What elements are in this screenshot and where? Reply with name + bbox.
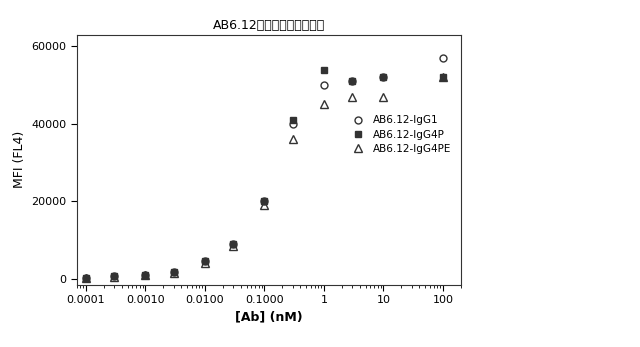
AB6.12-IgG4PE [201, 261, 209, 265]
AB6.12-IgG4PE [439, 75, 447, 79]
AB6.12-IgG1 [380, 75, 387, 79]
AB6.12-IgG4PE [170, 270, 178, 274]
AB6.12-IgG4PE [289, 137, 297, 141]
Line: AB6.12-IgG4P: AB6.12-IgG4P [83, 66, 446, 281]
AB6.12-IgG1 [320, 83, 328, 87]
Line: AB6.12-IgG4PE: AB6.12-IgG4PE [82, 73, 447, 282]
AB6.12-IgG1 [439, 56, 447, 60]
AB6.12-IgG4P [170, 270, 178, 274]
AB6.12-IgG4P [380, 75, 387, 79]
AB6.12-IgG4PE [230, 244, 237, 248]
Line: AB6.12-IgG1: AB6.12-IgG1 [83, 54, 446, 281]
AB6.12-IgG1 [260, 199, 268, 203]
AB6.12-IgG1 [82, 276, 90, 280]
AB6.12-IgG4PE [111, 275, 118, 279]
AB6.12-IgG4P [260, 199, 268, 203]
AB6.12-IgG4PE [320, 102, 328, 107]
AB6.12-IgG4P [230, 242, 237, 246]
Title: AB6.12アイソタイプ変異体: AB6.12アイソタイプ変異体 [212, 19, 325, 32]
AB6.12-IgG4P [348, 79, 356, 83]
AB6.12-IgG4P [82, 276, 90, 280]
AB6.12-IgG4PE [260, 203, 268, 207]
X-axis label: [Ab] (nM): [Ab] (nM) [235, 311, 303, 323]
AB6.12-IgG1 [230, 242, 237, 246]
AB6.12-IgG1 [289, 122, 297, 126]
AB6.12-IgG1 [170, 270, 178, 274]
AB6.12-IgG4P [201, 259, 209, 263]
AB6.12-IgG4P [289, 118, 297, 122]
Legend: AB6.12-IgG1, AB6.12-IgG4P, AB6.12-IgG4PE: AB6.12-IgG1, AB6.12-IgG4P, AB6.12-IgG4PE [348, 116, 452, 154]
AB6.12-IgG1 [348, 79, 356, 83]
AB6.12-IgG4P [320, 67, 328, 71]
AB6.12-IgG4PE [348, 95, 356, 99]
AB6.12-IgG1 [201, 259, 209, 263]
AB6.12-IgG4P [439, 75, 447, 79]
AB6.12-IgG4PE [380, 95, 387, 99]
AB6.12-IgG4P [141, 273, 149, 277]
AB6.12-IgG4PE [82, 276, 90, 280]
AB6.12-IgG4PE [141, 273, 149, 277]
AB6.12-IgG4P [111, 274, 118, 279]
AB6.12-IgG1 [111, 274, 118, 279]
AB6.12-IgG1 [141, 273, 149, 277]
Y-axis label: MFI (FL4): MFI (FL4) [13, 131, 26, 188]
